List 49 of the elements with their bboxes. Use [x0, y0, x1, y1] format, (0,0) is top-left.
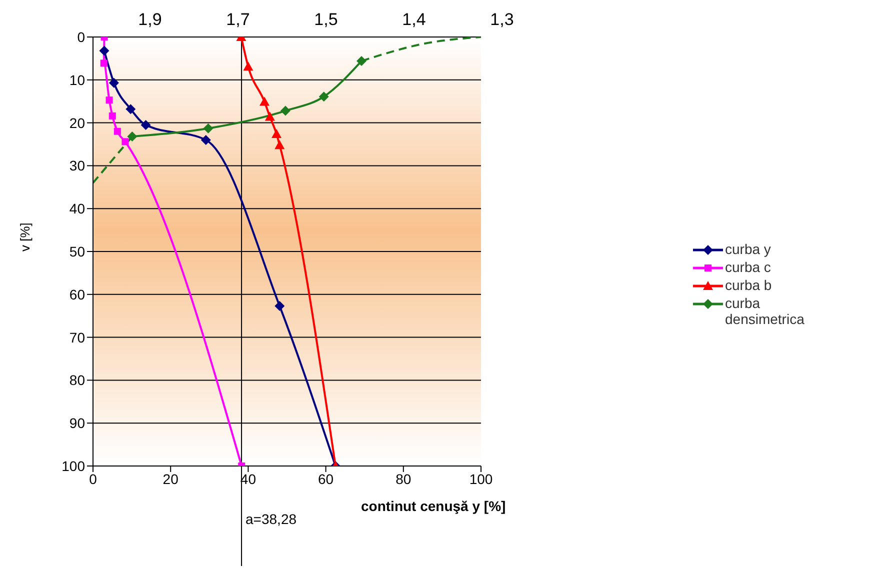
text: 1,4 [402, 10, 426, 29]
y-tick-label: 60 [69, 286, 86, 302]
x-tick-label: 60 [318, 470, 334, 487]
point [108, 112, 116, 120]
point [274, 140, 285, 150]
legend-label: curba densimetrica [725, 295, 806, 327]
point [243, 62, 254, 71]
text: 1,9 [138, 10, 162, 29]
point [272, 128, 282, 138]
point [259, 96, 270, 106]
y-tick-label: 80 [69, 372, 86, 388]
point [99, 46, 110, 56]
y-tick-label: 20 [69, 114, 86, 131]
point [140, 120, 151, 130]
x-tick-label: 80 [396, 470, 412, 487]
y-tick-label: 40 [69, 200, 86, 217]
text: 1,7 [226, 10, 250, 29]
legend-label: curba b [725, 277, 773, 293]
y-tick-label: 100 [62, 458, 86, 474]
point [108, 78, 119, 88]
y-axis-title: v [%] [18, 222, 33, 252]
x-tick-label: 0 [89, 470, 98, 487]
point [356, 56, 366, 66]
point [100, 60, 108, 67]
point [280, 106, 290, 116]
text: 1,3 [490, 10, 514, 29]
y-tick-label: 50 [69, 243, 86, 260]
point [126, 104, 136, 114]
legend-label: curba y [725, 241, 772, 257]
point [106, 96, 113, 104]
y-tick-label: 70 [69, 329, 86, 346]
point [318, 92, 329, 102]
legend-label: curba c [725, 259, 772, 275]
point [203, 123, 214, 134]
y-tick-label: 30 [69, 158, 86, 174]
y-tick-label: 0 [77, 28, 86, 45]
x-axis-title: continut cenuşă y [%] [361, 498, 506, 514]
point [274, 300, 285, 311]
point [200, 134, 211, 145]
point [264, 112, 275, 121]
ref-line-label: a=38,28 [246, 511, 297, 527]
point [114, 128, 121, 135]
text: 1,5 [314, 10, 338, 29]
x-tick-label: 100 [469, 470, 493, 487]
x-tick-label: 20 [162, 470, 179, 487]
point [127, 132, 138, 142]
point [122, 138, 129, 146]
y-tick-label: 90 [69, 415, 86, 432]
y-tick-label: 10 [69, 72, 86, 88]
